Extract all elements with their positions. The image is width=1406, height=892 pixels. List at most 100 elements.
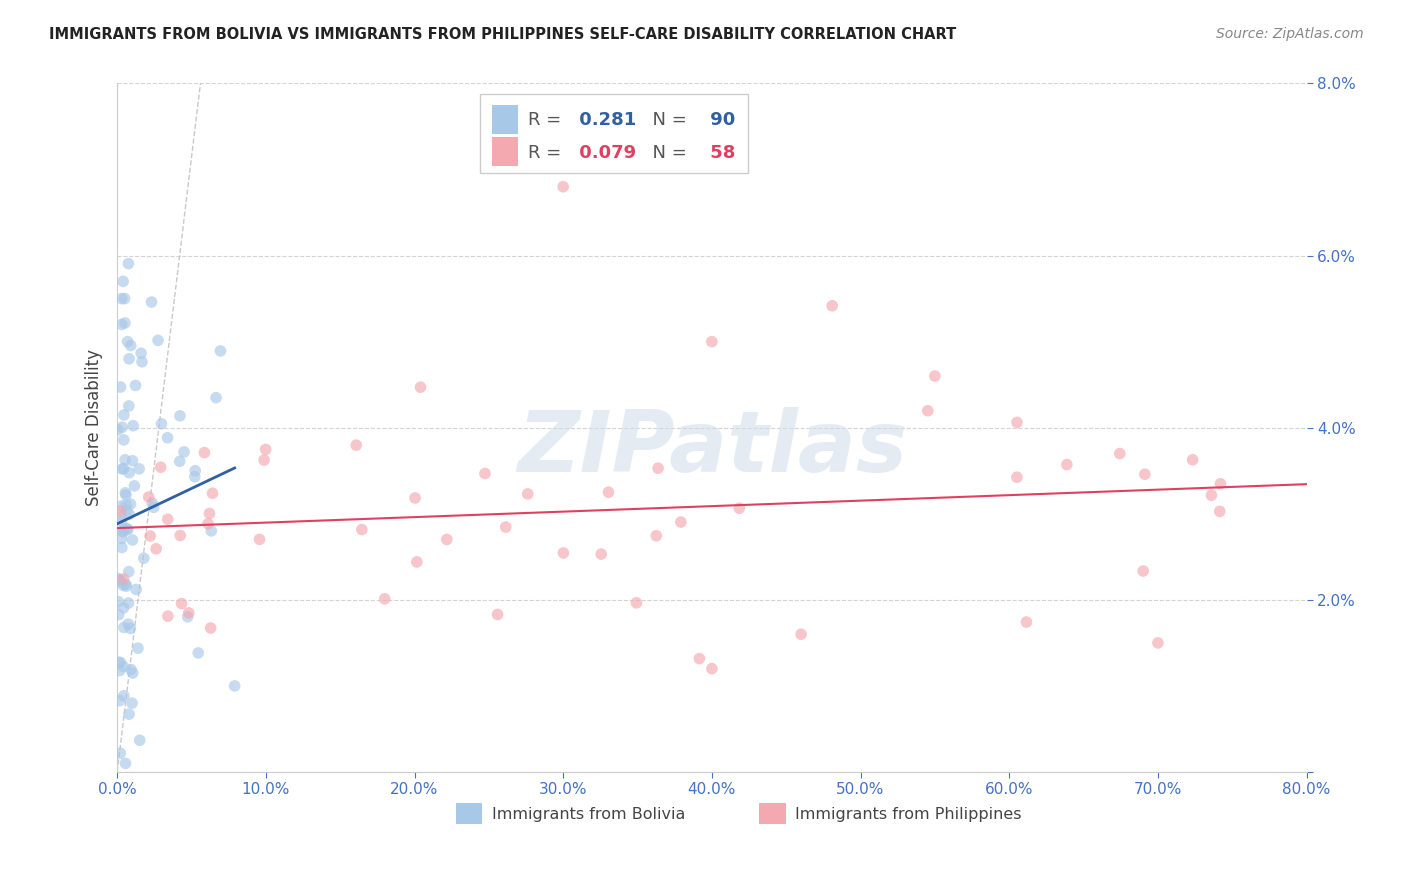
Point <box>114 292 136 306</box>
Point <box>917 403 939 417</box>
Point <box>110 656 132 670</box>
Point <box>127 641 149 656</box>
Point <box>112 522 135 536</box>
Point <box>598 485 620 500</box>
Point <box>405 555 427 569</box>
Point <box>253 453 276 467</box>
Point <box>149 460 172 475</box>
Text: 90: 90 <box>703 111 735 129</box>
Point <box>128 462 150 476</box>
Bar <box>479 94 748 173</box>
Point <box>114 577 136 591</box>
Point <box>112 524 135 539</box>
Text: Immigrants from Bolivia: Immigrants from Bolivia <box>492 807 685 822</box>
Point <box>1181 452 1204 467</box>
Bar <box>492 137 517 166</box>
Point <box>114 316 136 330</box>
Text: R =: R = <box>527 144 567 162</box>
Point <box>124 378 146 392</box>
Text: Source: ZipAtlas.com: Source: ZipAtlas.com <box>1216 27 1364 41</box>
Point <box>121 696 143 710</box>
Point <box>200 524 222 538</box>
Point <box>112 408 135 422</box>
Point <box>156 512 179 526</box>
Point <box>224 679 246 693</box>
Point <box>107 607 129 622</box>
Point <box>114 452 136 467</box>
Point <box>124 479 146 493</box>
Point <box>112 659 135 673</box>
Bar <box>759 803 786 823</box>
Point <box>111 318 134 332</box>
Point <box>114 756 136 771</box>
Point <box>156 431 179 445</box>
Text: ZIPatlas: ZIPatlas <box>517 407 907 490</box>
Text: N =: N = <box>641 111 692 129</box>
Point <box>645 529 668 543</box>
Point <box>128 733 150 747</box>
Point <box>111 420 134 434</box>
Text: IMMIGRANTS FROM BOLIVIA VS IMMIGRANTS FROM PHILIPPINES SELF-CARE DISABILITY CORR: IMMIGRANTS FROM BOLIVIA VS IMMIGRANTS FR… <box>49 27 956 42</box>
Point <box>112 578 135 592</box>
Point <box>138 490 160 504</box>
Point <box>184 469 207 483</box>
Point <box>1005 470 1028 484</box>
Point <box>1015 615 1038 629</box>
Point <box>107 656 129 670</box>
Point <box>156 609 179 624</box>
Point <box>111 462 134 476</box>
Point <box>591 547 613 561</box>
Point <box>110 509 132 524</box>
Point <box>201 486 224 500</box>
Point <box>193 445 215 459</box>
Point <box>474 467 496 481</box>
Point <box>125 582 148 597</box>
Point <box>110 499 132 513</box>
Point <box>1108 446 1130 460</box>
Point <box>108 693 131 707</box>
Point <box>110 746 132 760</box>
Point <box>184 464 207 478</box>
Point <box>1209 476 1232 491</box>
Point <box>118 508 141 522</box>
Point <box>139 529 162 543</box>
Point <box>112 461 135 475</box>
Point <box>516 487 538 501</box>
Point <box>108 504 131 518</box>
Point <box>132 551 155 566</box>
Point <box>117 334 139 349</box>
Point <box>205 391 228 405</box>
Point <box>198 507 221 521</box>
Point <box>131 355 153 369</box>
Text: R =: R = <box>527 111 567 129</box>
Point <box>700 334 723 349</box>
Point <box>197 516 219 531</box>
Point <box>169 528 191 542</box>
Point <box>112 433 135 447</box>
Point <box>107 423 129 437</box>
Point <box>120 663 142 677</box>
Point <box>121 454 143 468</box>
Point <box>344 438 367 452</box>
Point <box>142 500 165 515</box>
Point <box>170 597 193 611</box>
Point <box>117 257 139 271</box>
Point <box>111 515 134 529</box>
Point <box>117 596 139 610</box>
Point <box>1147 636 1170 650</box>
Point <box>821 299 844 313</box>
Point <box>374 591 396 606</box>
Point <box>1209 504 1232 518</box>
Point <box>112 274 135 288</box>
Point <box>107 595 129 609</box>
Point <box>1201 488 1223 502</box>
Point <box>117 522 139 536</box>
Point <box>112 572 135 586</box>
Point <box>728 501 751 516</box>
Point <box>700 662 723 676</box>
Point <box>129 346 152 360</box>
Point <box>200 621 222 635</box>
Point <box>114 486 136 500</box>
Bar <box>456 803 482 823</box>
Point <box>169 409 191 423</box>
